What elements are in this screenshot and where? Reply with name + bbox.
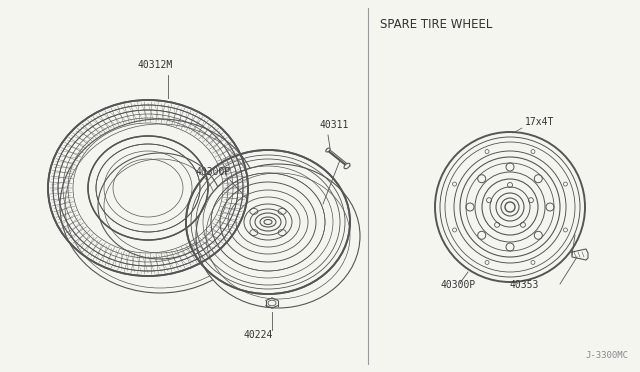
Ellipse shape (98, 153, 222, 259)
Ellipse shape (104, 159, 216, 253)
Ellipse shape (196, 164, 360, 308)
Text: 40311: 40311 (320, 120, 349, 130)
Text: SPARE TIRE WHEEL: SPARE TIRE WHEEL (380, 18, 492, 31)
Ellipse shape (344, 163, 350, 169)
Text: 40353: 40353 (510, 280, 540, 290)
Ellipse shape (65, 124, 255, 288)
Ellipse shape (326, 148, 330, 152)
Ellipse shape (60, 119, 260, 293)
Text: 17x4T: 17x4T (525, 117, 554, 127)
Text: 40300P: 40300P (195, 167, 230, 177)
Text: 40224: 40224 (243, 330, 273, 340)
Text: J-3300MC: J-3300MC (585, 351, 628, 360)
Text: 40300P: 40300P (441, 280, 476, 290)
Text: 40312M: 40312M (138, 60, 173, 70)
